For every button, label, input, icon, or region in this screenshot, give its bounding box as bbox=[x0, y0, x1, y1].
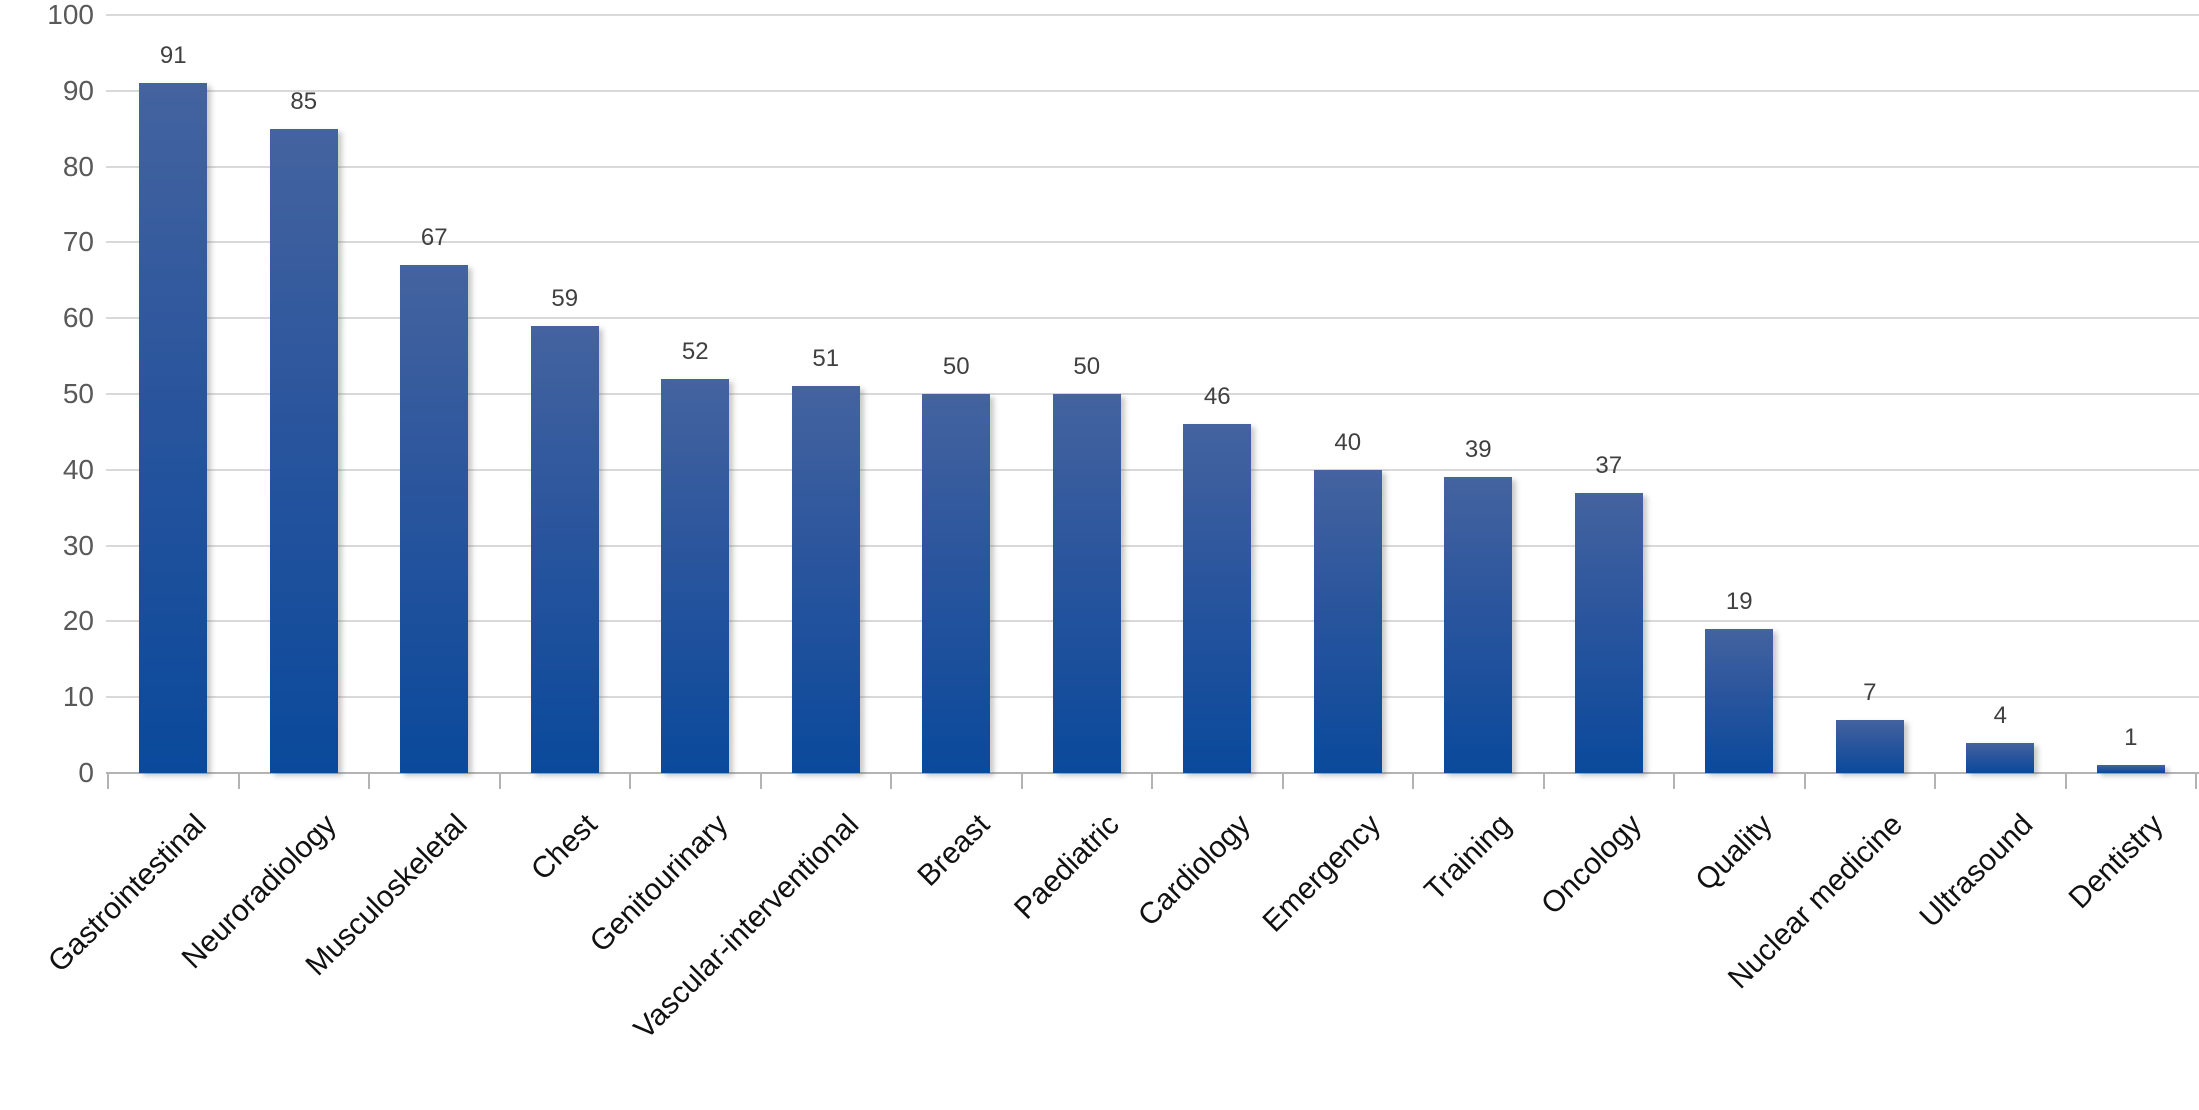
bar-nuclear-medicine bbox=[1835, 719, 1904, 773]
x-axis-category-label-dentistry: Dentistry bbox=[2063, 808, 2171, 916]
bar-value-label-breast: 50 bbox=[942, 353, 970, 380]
y-gridline bbox=[106, 165, 2199, 168]
x-axis-tick bbox=[1281, 773, 1284, 789]
bar-value-label-training: 39 bbox=[1464, 436, 1492, 464]
y-gridline bbox=[106, 620, 2199, 623]
x-axis-tick bbox=[1542, 773, 1545, 789]
y-axis-tick-label: 50 bbox=[62, 378, 94, 409]
y-gridline bbox=[106, 544, 2199, 547]
y-gridline bbox=[106, 468, 2199, 471]
x-axis-tick bbox=[2064, 773, 2067, 789]
bar-value-label-musculoskeletal: 67 bbox=[420, 224, 448, 252]
x-axis-tick bbox=[629, 773, 631, 789]
x-axis-tick bbox=[498, 773, 501, 789]
bar-value-label-emergency: 40 bbox=[1334, 428, 1362, 456]
x-axis-tick bbox=[1151, 773, 1153, 789]
y-gridline bbox=[106, 393, 2199, 395]
y-axis-tick-label: 100 bbox=[47, 0, 94, 30]
x-axis-tick bbox=[2195, 773, 2197, 789]
y-gridline bbox=[106, 89, 2199, 92]
bar-training bbox=[1444, 477, 1513, 773]
y-axis-tick-label: 20 bbox=[62, 605, 94, 637]
bar-value-label-gastrointestinal: 91 bbox=[159, 42, 187, 70]
x-axis-category-label-cardiology: Cardiology bbox=[1131, 808, 1257, 933]
y-axis-tick-label: 70 bbox=[62, 226, 94, 258]
x-axis-category-label-ultrasound: Ultrasound bbox=[1913, 808, 2040, 934]
x-axis-tick bbox=[368, 773, 370, 789]
bar-chest bbox=[530, 325, 599, 773]
bar-cardiology bbox=[1183, 424, 1252, 773]
x-axis-category-label-training: Training bbox=[1418, 808, 1518, 908]
x-axis-tick bbox=[890, 773, 892, 789]
x-axis-tick bbox=[1803, 773, 1806, 789]
bar-breast bbox=[922, 394, 991, 773]
x-axis-tick bbox=[759, 773, 762, 789]
bar-value-label-ultrasound: 4 bbox=[1993, 701, 2007, 729]
y-axis-tick-label: 60 bbox=[62, 302, 94, 334]
bar-quality bbox=[1705, 628, 1774, 773]
bar-value-label-quality: 19 bbox=[1725, 587, 1753, 615]
bar-value-label-cardiology: 46 bbox=[1203, 383, 1231, 411]
x-axis-tick bbox=[1934, 773, 1936, 789]
bar-genitourinary bbox=[661, 378, 730, 773]
bar-paediatric bbox=[1052, 394, 1121, 773]
bar-gastrointestinal bbox=[139, 83, 208, 773]
x-axis-tick bbox=[107, 773, 109, 789]
y-axis-tick-label: 80 bbox=[62, 150, 94, 182]
bar-oncology bbox=[1574, 492, 1643, 773]
bar-value-label-nuclear-medicine: 7 bbox=[1863, 678, 1877, 706]
y-axis-tick-label: 90 bbox=[62, 74, 94, 106]
bar-dentistry bbox=[2096, 765, 2165, 773]
bar-value-label-neuroradiology: 85 bbox=[290, 87, 318, 115]
x-axis-category-label-breast: Breast bbox=[910, 808, 996, 893]
y-gridline bbox=[106, 14, 2199, 16]
x-axis-tick bbox=[1673, 773, 1675, 789]
bar-neuroradiology bbox=[269, 128, 338, 773]
x-axis-category-label-emergency: Emergency bbox=[1256, 808, 1388, 939]
x-axis-category-label-vascular-interventional: Vascular-interventional bbox=[627, 808, 866, 1046]
y-gridline bbox=[106, 317, 2199, 320]
bar-ultrasound bbox=[1966, 742, 2035, 773]
bar-value-label-chest: 59 bbox=[551, 284, 579, 312]
x-axis-tick bbox=[1412, 773, 1414, 789]
y-gridline bbox=[106, 696, 2199, 699]
x-axis-category-label-quality: Quality bbox=[1689, 808, 1779, 898]
x-axis-category-label-chest: Chest bbox=[525, 808, 605, 887]
bar-value-label-vascular-interventional: 51 bbox=[812, 345, 840, 373]
bar-emergency bbox=[1313, 469, 1382, 773]
bar-musculoskeletal bbox=[400, 265, 469, 773]
bar-value-label-dentistry: 1 bbox=[2124, 724, 2138, 752]
x-axis-category-label-oncology: Oncology bbox=[1535, 808, 1649, 921]
bar-value-label-oncology: 37 bbox=[1595, 451, 1623, 479]
bar-value-label-genitourinary: 52 bbox=[681, 337, 709, 365]
x-axis-tick bbox=[1020, 773, 1023, 789]
y-axis-tick-label: 10 bbox=[62, 681, 94, 713]
y-axis-tick-label: 0 bbox=[78, 757, 94, 788]
x-axis-tick bbox=[237, 773, 240, 789]
bar-value-label-paediatric: 50 bbox=[1073, 353, 1101, 380]
x-axis-category-label-paediatric: Paediatric bbox=[1008, 808, 1127, 926]
bar-vascular-interventional bbox=[791, 386, 860, 773]
y-axis-tick-label: 40 bbox=[62, 453, 94, 485]
y-gridline bbox=[106, 241, 2199, 244]
y-axis-tick-label: 30 bbox=[62, 529, 94, 561]
